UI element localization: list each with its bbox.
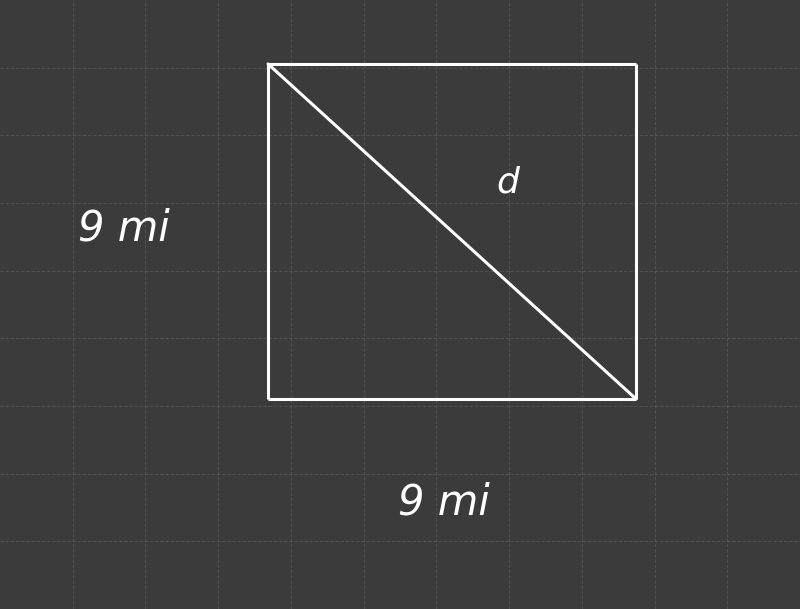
Text: 9 mi: 9 mi [398, 482, 490, 523]
Text: d: d [497, 166, 519, 200]
Text: 9 mi: 9 mi [78, 208, 170, 249]
